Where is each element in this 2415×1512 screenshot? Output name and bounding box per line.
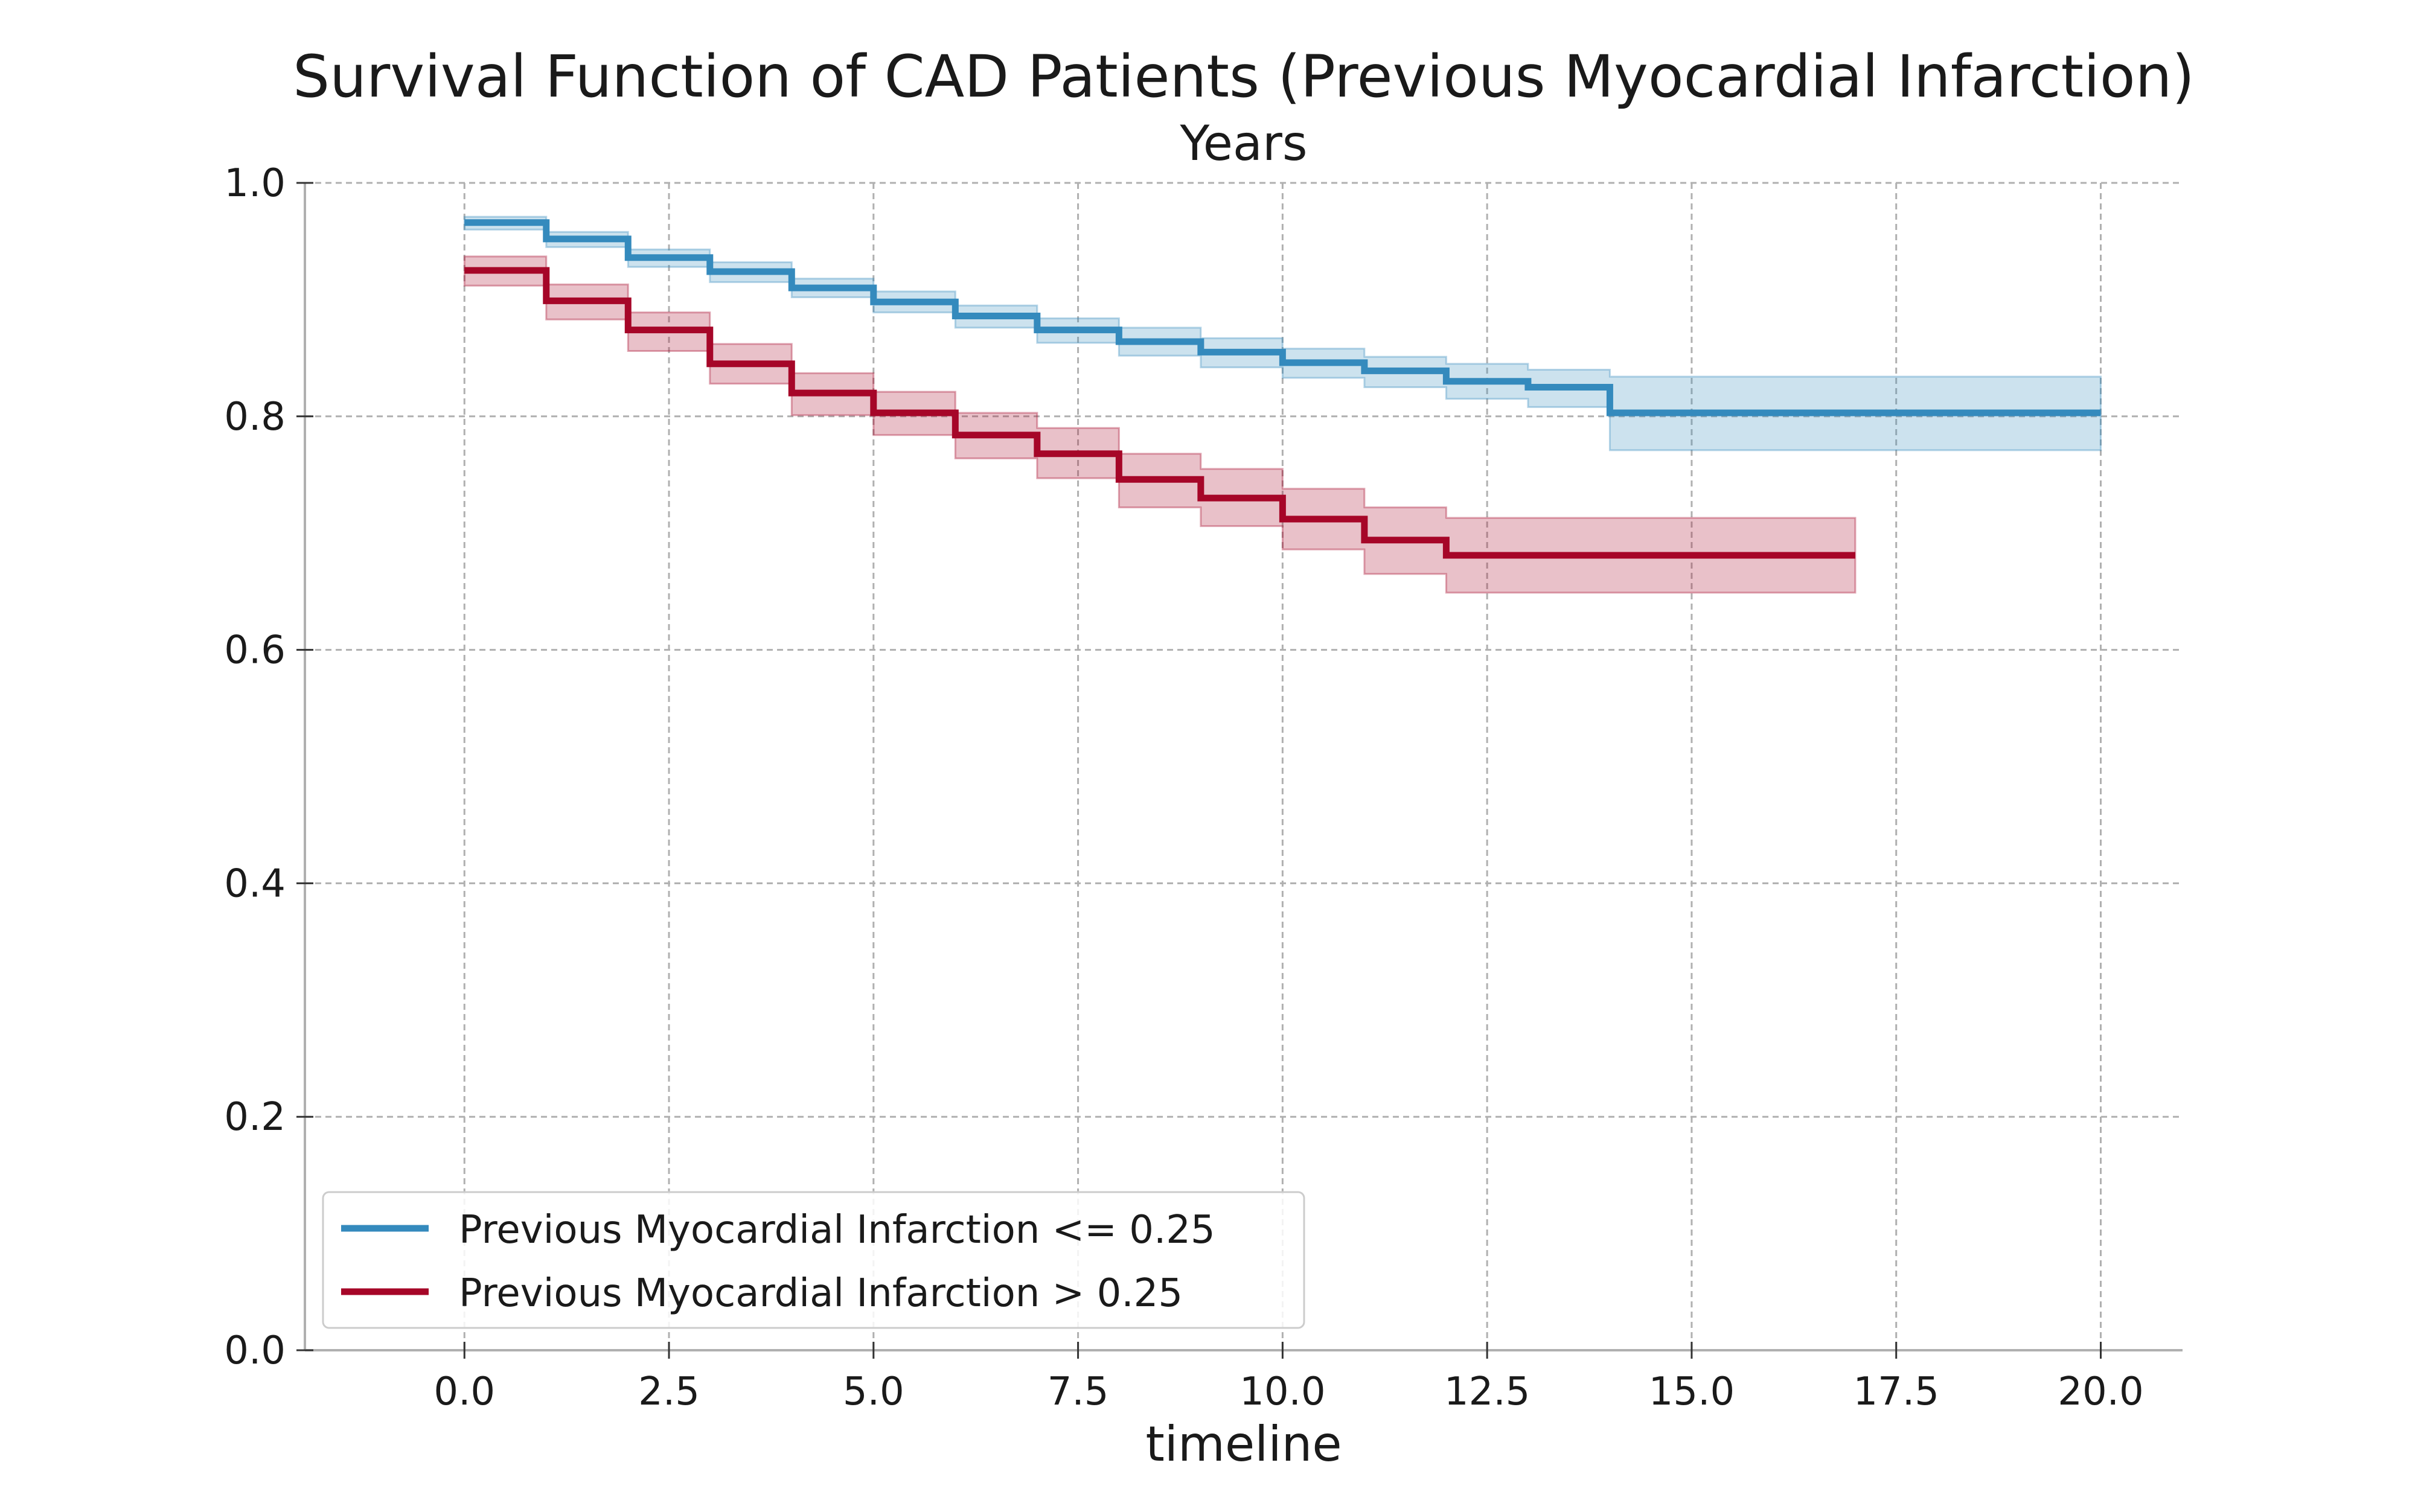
x-tick-label: 20.0 bbox=[2058, 1370, 2144, 1414]
survival-line bbox=[464, 267, 1855, 559]
y-tick-label: 0.2 bbox=[224, 1095, 286, 1140]
x-axis-label: timeline bbox=[1145, 1416, 1342, 1472]
tick-labels: 0.0 2.5 5.0 7.5 10.0 12.5 15.0 17.5 20.0 0.0 0.2 0.… bbox=[224, 161, 2144, 1414]
x-tick-label: 5.0 bbox=[843, 1370, 904, 1414]
y-tick-label: 0.4 bbox=[224, 861, 286, 906]
chart-title: Survival Function of CAD Patients (Previ… bbox=[293, 43, 2195, 110]
legend: Previous Myocardial Infarction <= 0.25 Pr… bbox=[322, 1191, 1305, 1329]
x-tick-label: 0.0 bbox=[433, 1370, 495, 1414]
x-tick-label: 2.5 bbox=[638, 1370, 700, 1414]
x-tick-label: 7.5 bbox=[1048, 1370, 1109, 1414]
survival-line bbox=[464, 219, 2101, 416]
legend-label: Previous Myocardial Infarction > 0.25 bbox=[459, 1271, 1183, 1316]
legend-frame bbox=[322, 1191, 1305, 1329]
confidence-band bbox=[463, 255, 1857, 594]
x-tick-label: 15.0 bbox=[1649, 1370, 1735, 1414]
chart-subtitle: Years bbox=[1179, 115, 1307, 171]
y-tick-label: 0.0 bbox=[224, 1329, 286, 1373]
legend-label: Previous Myocardial Infarction <= 0.25 bbox=[459, 1208, 1215, 1252]
y-tick-label: 0.8 bbox=[224, 395, 286, 439]
axes bbox=[296, 182, 2183, 1359]
grid-lines bbox=[305, 182, 2183, 1350]
x-tick-label: 12.5 bbox=[1444, 1370, 1531, 1414]
survival-lines bbox=[464, 219, 2101, 559]
x-tick-label: 17.5 bbox=[1853, 1370, 1939, 1414]
y-tick-label: 0.6 bbox=[224, 628, 286, 673]
x-tick-label: 10.0 bbox=[1239, 1370, 1326, 1414]
y-tick-label: 1.0 bbox=[224, 161, 286, 206]
